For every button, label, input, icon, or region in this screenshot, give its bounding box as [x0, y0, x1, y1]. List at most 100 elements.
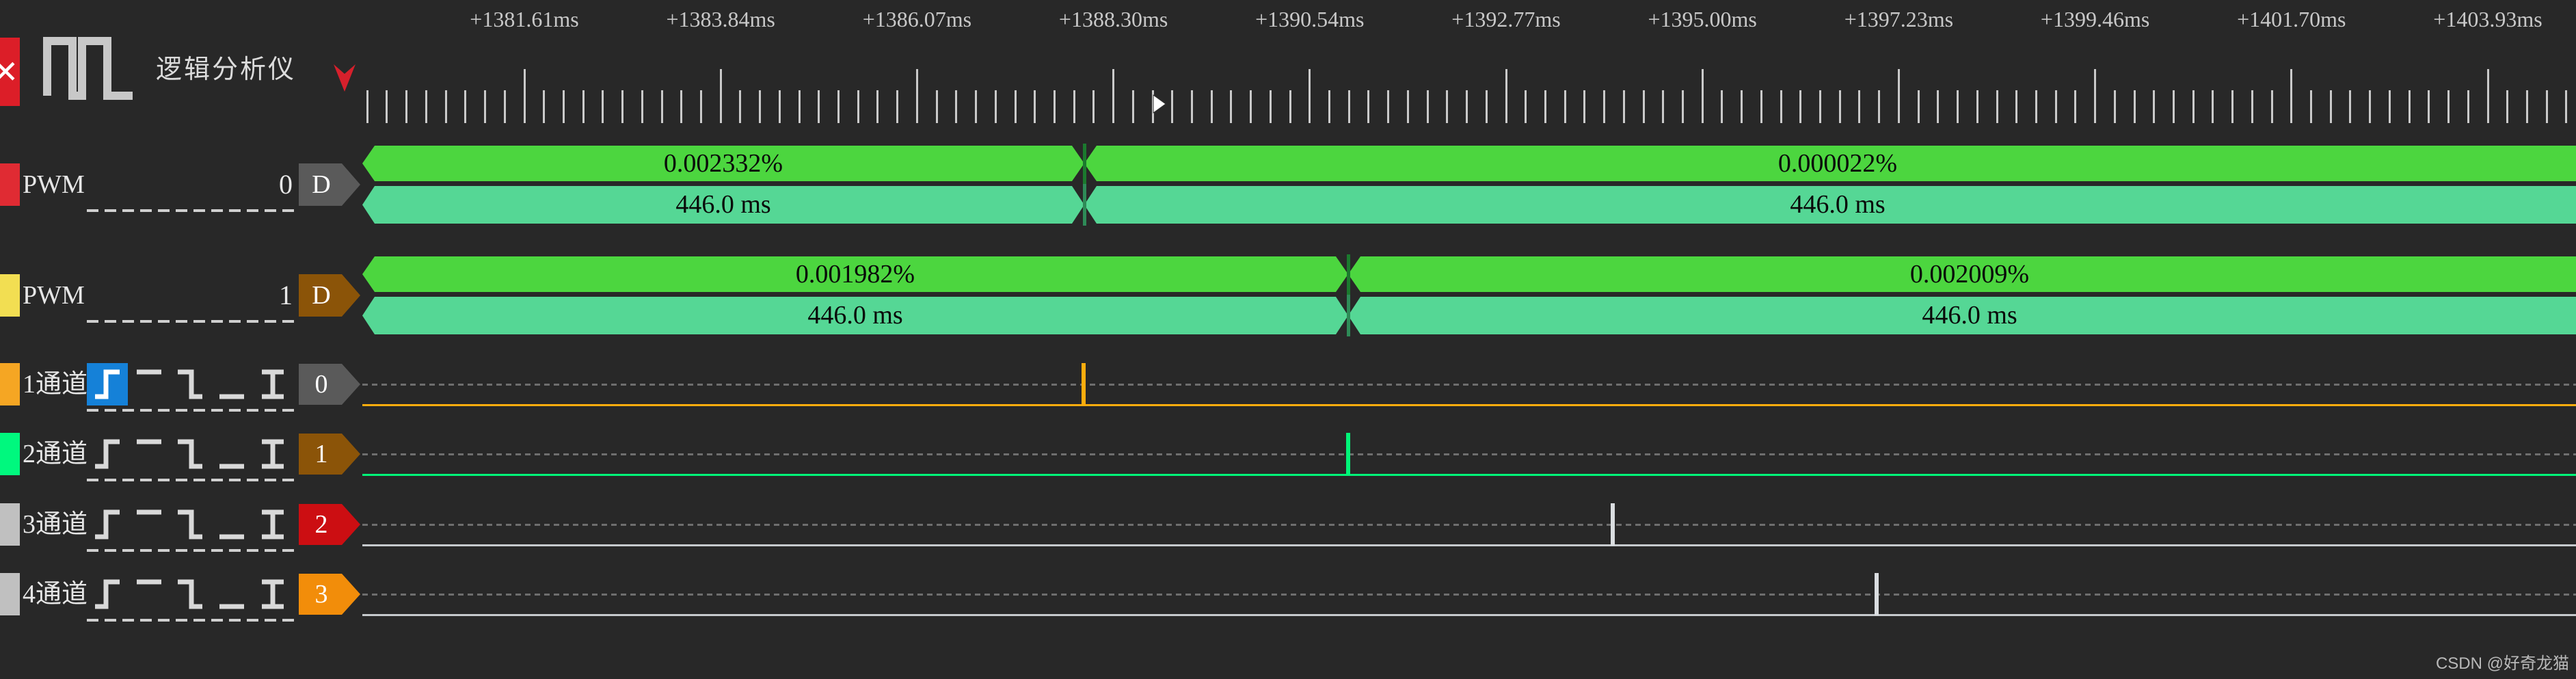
minor-tick [2565, 90, 2568, 123]
rising-edge-icon [95, 369, 120, 399]
minor-tick [1780, 90, 1782, 123]
pwm-period-segment[interactable]: 446.0 ms [1348, 297, 2576, 334]
minor-tick [1446, 90, 1449, 123]
any-edge-button[interactable] [252, 573, 293, 615]
minor-tick [2467, 90, 2469, 123]
minor-tick [1171, 90, 1174, 123]
pwm-badge[interactable]: D [299, 163, 360, 206]
major-tick [2094, 69, 2097, 123]
minor-tick [1269, 90, 1272, 123]
falling-edge-button[interactable] [170, 363, 211, 405]
high-level-icon [136, 369, 161, 375]
pwm-duty-segment[interactable]: 0.002009% [1348, 256, 2576, 292]
high-level-button[interactable] [129, 433, 170, 475]
minor-tick [2192, 90, 2195, 123]
falling-edge-icon [178, 579, 202, 609]
high-level-icon [136, 579, 161, 585]
minor-tick [1878, 90, 1881, 123]
pwm-badge[interactable]: D [299, 274, 360, 317]
minor-tick [1190, 90, 1193, 123]
channel-badge[interactable]: 0 [299, 364, 360, 405]
channel-color-swatch[interactable] [0, 163, 20, 206]
major-tick [1897, 69, 1900, 123]
rising-edge-icon [95, 439, 120, 469]
duty-value: 0.001982% [795, 260, 915, 289]
channel-color-swatch[interactable] [0, 503, 20, 546]
minor-tick [602, 90, 604, 123]
low-level-button[interactable] [211, 573, 252, 615]
trigger-marker[interactable] [334, 64, 355, 96]
minor-tick [1347, 90, 1350, 123]
minor-tick [955, 90, 958, 123]
minor-tick [2329, 90, 2332, 123]
close-button[interactable]: ✕ [0, 38, 20, 106]
high-level-button[interactable] [129, 363, 170, 405]
minor-tick [1583, 90, 1586, 123]
rising-edge-button[interactable] [87, 363, 128, 405]
major-tick [915, 69, 918, 123]
channel-badge[interactable]: 1 [299, 434, 360, 475]
high-level-button[interactable] [129, 503, 170, 546]
pwm-period-segment[interactable]: 446.0 ms [362, 297, 1348, 334]
pwm-period-segment[interactable]: 446.0 ms [1084, 186, 2576, 224]
pwm-transition-line [1346, 294, 1350, 336]
minor-tick [582, 90, 585, 123]
pwm-period-segment[interactable]: 446.0 ms [362, 186, 1084, 224]
minor-tick [2113, 90, 2116, 123]
minor-tick [1053, 90, 1056, 123]
rising-edge-button[interactable] [87, 433, 128, 475]
minor-tick [896, 90, 899, 123]
falling-edge-button[interactable] [170, 433, 211, 475]
falling-edge-button[interactable] [170, 503, 211, 546]
high-level-button[interactable] [129, 573, 170, 615]
label-dashed-line [87, 619, 294, 622]
low-level-button[interactable] [211, 503, 252, 546]
minor-tick [660, 90, 663, 123]
duty-value: 0.000022% [1777, 149, 1898, 178]
falling-edge-button[interactable] [170, 573, 211, 615]
any-edge-button[interactable] [252, 433, 293, 475]
channel-badge[interactable]: 3 [299, 574, 360, 615]
minor-tick [2408, 90, 2411, 123]
timeline-label: +1386.07ms [862, 7, 972, 31]
badge-number: 3 [314, 580, 328, 609]
any-edge-button[interactable] [252, 363, 293, 405]
minor-tick [2212, 90, 2214, 123]
channel-color-swatch[interactable] [0, 433, 20, 475]
pwm-duty-segment[interactable]: 0.000022% [1084, 146, 2576, 181]
minor-tick [1662, 90, 1665, 123]
low-level-button[interactable] [211, 363, 252, 405]
channel-color-swatch[interactable] [0, 274, 20, 317]
badge-number: 2 [314, 510, 328, 539]
minor-tick [1328, 90, 1331, 123]
low-level-button[interactable] [211, 433, 252, 475]
label-dashed-line [87, 549, 294, 552]
major-tick [2486, 69, 2489, 123]
minor-tick [2054, 90, 2057, 123]
rising-edge-button[interactable] [87, 503, 128, 546]
minor-tick [2388, 90, 2391, 123]
minor-tick [444, 90, 447, 123]
minor-tick [503, 90, 506, 123]
any-edge-button[interactable] [252, 503, 293, 546]
minor-tick [1976, 90, 1978, 123]
minor-tick [2074, 90, 2077, 123]
rising-edge-button[interactable] [87, 573, 128, 615]
pwm-duty-segment[interactable]: 0.002332% [362, 146, 1084, 181]
timeline-label: +1390.54ms [1255, 7, 1365, 31]
pwm-row-name: PWM [23, 170, 85, 199]
minor-tick [562, 90, 565, 123]
channel-badge[interactable]: 2 [299, 504, 360, 545]
minor-tick [935, 90, 938, 123]
channel-pulse [1611, 503, 1615, 546]
minor-tick [1741, 90, 1743, 123]
channel-color-swatch[interactable] [0, 573, 20, 615]
channel-color-swatch[interactable] [0, 363, 20, 405]
watermark: CSDN @好奇龙猫 [2435, 654, 2569, 673]
minor-tick [798, 90, 801, 123]
minor-tick [1131, 90, 1134, 123]
minor-tick [621, 90, 624, 123]
app-title: 逻辑分析仪 [156, 55, 297, 84]
pwm-duty-segment[interactable]: 0.001982% [362, 256, 1348, 292]
minor-tick [1957, 90, 1959, 123]
